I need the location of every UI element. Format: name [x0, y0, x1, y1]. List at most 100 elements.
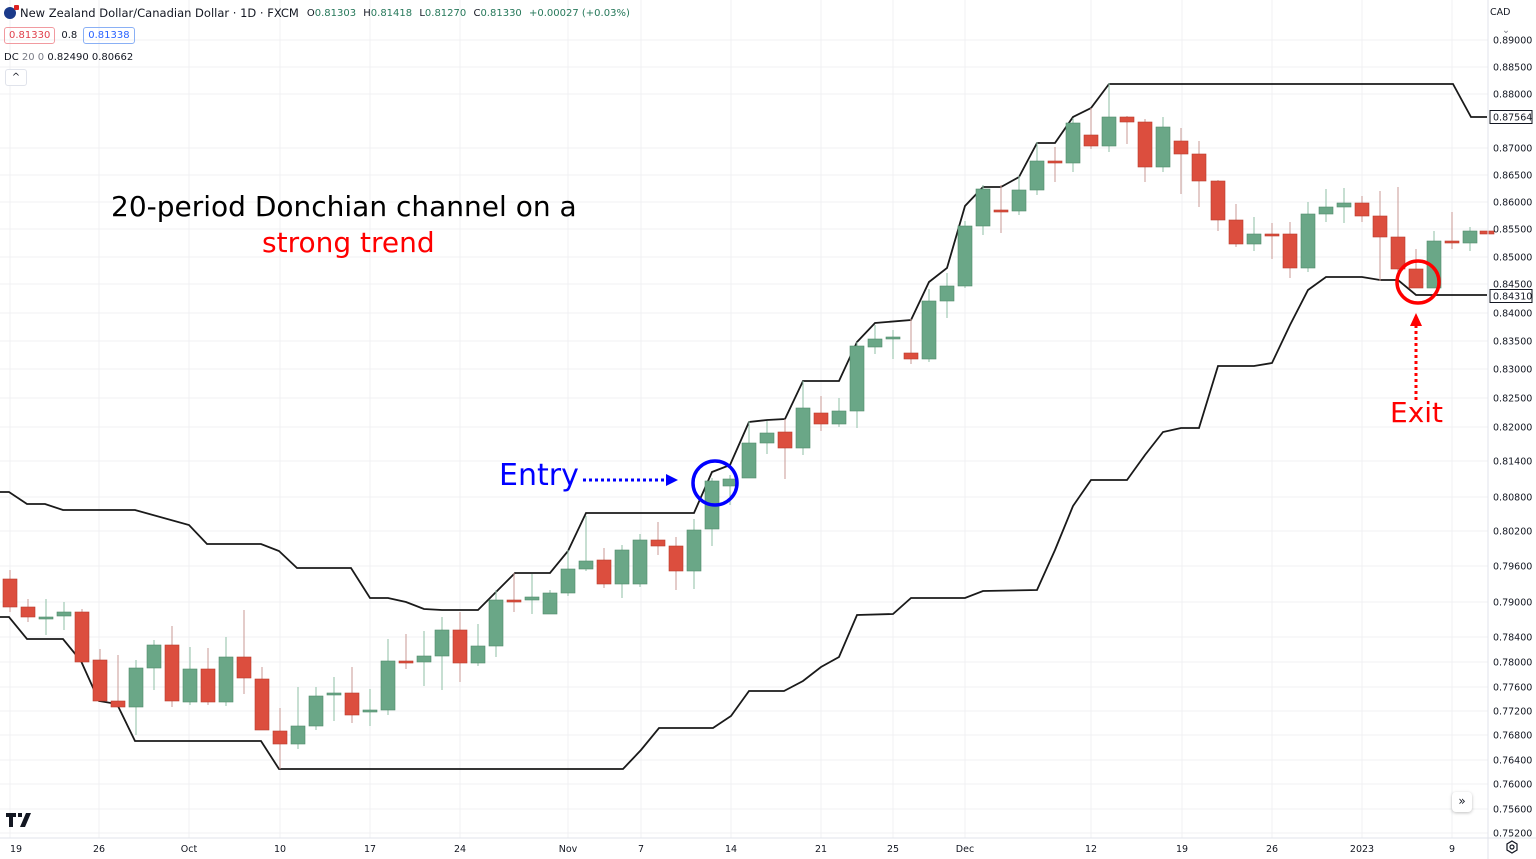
price-tick-label: 0.76800 — [1493, 731, 1532, 742]
price-tick-label: 0.89000 — [1493, 36, 1532, 47]
tradingview-logo[interactable] — [6, 812, 32, 832]
price-tick-label: 0.78000 — [1493, 658, 1532, 669]
bearish-candle — [1137, 121, 1153, 168]
bullish-candle — [614, 549, 630, 585]
annotations — [583, 259, 1441, 507]
price-tick-label: 0.76000 — [1493, 780, 1532, 791]
exit-label: Exit — [1390, 396, 1444, 429]
bearish-candle — [650, 539, 666, 547]
bullish-candle — [470, 645, 486, 664]
bullish-candle — [1101, 116, 1117, 147]
bearish-candle — [813, 412, 829, 425]
price-tick-label: 0.84000 — [1493, 309, 1532, 320]
bullish-candle — [1246, 233, 1262, 245]
bullish-candle — [434, 629, 450, 657]
price-tick-label: 0.88500 — [1493, 63, 1532, 74]
bearish-candle — [993, 209, 1009, 213]
bullish-candle — [578, 560, 594, 570]
bearish-candle — [2, 578, 18, 608]
price-tick-label: 0.82500 — [1493, 394, 1532, 405]
bullish-candle — [488, 599, 504, 647]
scroll-to-realtime-button[interactable]: » — [1452, 792, 1472, 812]
bearish-candle — [1173, 140, 1189, 155]
price-tick-label: 0.79000 — [1493, 598, 1532, 609]
bullish-candle — [146, 644, 162, 669]
time-tick-label: 17 — [364, 844, 376, 855]
time-tick-label: 21 — [815, 844, 827, 855]
time-tick-label: 10 — [274, 844, 286, 855]
bearish-candle — [1264, 233, 1280, 237]
buy-button[interactable]: 0.81338 — [83, 27, 135, 44]
spread-value: 0.8 — [61, 30, 78, 41]
svg-text:0.87564: 0.87564 — [1493, 113, 1532, 124]
donchian-channel — [0, 83, 1487, 770]
time-tick-label: 12 — [1085, 844, 1097, 855]
time-tick-label: Dec — [956, 844, 974, 855]
price-tick-label: 0.86500 — [1493, 171, 1532, 182]
bearish-candle — [1119, 116, 1135, 123]
symbol-header: New Zealand Dollar/Canadian Dollar · 1D … — [4, 5, 630, 20]
entry-circle — [691, 459, 739, 507]
bullish-candle — [1155, 126, 1171, 168]
exit-circle — [1395, 259, 1441, 305]
bearish-candle — [1191, 153, 1207, 182]
bearish-candle — [236, 656, 252, 679]
bullish-candle — [1318, 206, 1334, 215]
bearish-candle — [272, 730, 288, 745]
bullish-candle — [957, 225, 973, 287]
bearish-candle — [668, 545, 684, 572]
currency-selector[interactable]: CAD ⌄ — [1486, 4, 1530, 36]
bullish-candle — [885, 336, 901, 340]
bearish-candle — [254, 678, 270, 731]
double-chevron-right-icon: » — [1458, 794, 1466, 808]
time-axis[interactable]: 19 26 Oct 10 17 24 Nov 7 14 21 25 Dec 12 19 26 2023 9 — [0, 837, 1536, 855]
price-tick-label: 0.80200 — [1493, 527, 1532, 538]
collapse-legend-button[interactable]: ^ — [5, 69, 27, 86]
bullish-candle — [1029, 160, 1045, 191]
bearish-candle — [20, 606, 36, 618]
bearish-candle — [398, 660, 414, 664]
entry-arrowhead-icon — [666, 474, 678, 486]
sell-button[interactable]: 0.81330 — [4, 27, 56, 44]
time-tick-label: 9 — [1449, 844, 1455, 855]
bearish-candle — [1479, 230, 1495, 235]
bearish-candle — [1354, 202, 1370, 217]
ohlc-values: O0.81303 H0.81418 L0.81270 C0.81330 +0.0… — [306, 7, 630, 19]
price-tick-label: 0.75200 — [1493, 829, 1532, 840]
price-tick-label: 0.77200 — [1493, 707, 1532, 718]
bullish-candle — [1300, 213, 1316, 269]
bearish-candle — [344, 692, 360, 716]
symbol-title[interactable]: New Zealand Dollar/Canadian Dollar · 1D … — [20, 6, 299, 20]
bearish-candle — [200, 668, 216, 703]
bullish-candle — [849, 345, 865, 412]
trade-buttons: 0.81330 0.8 0.81338 — [4, 27, 135, 44]
bullish-candle — [1011, 189, 1027, 212]
indicator-legend[interactable]: DC 20 0 0.82490 0.80662 — [4, 52, 133, 63]
channel-price-tag — [1489, 289, 1533, 303]
entry-label: Entry — [499, 458, 579, 493]
currency-label: CAD — [1490, 7, 1511, 18]
upper-channel-line — [0, 83, 1487, 611]
price-axis[interactable]: 0.89000 0.88500 0.88000 0.87000 0.86500 0.860… — [1487, 0, 1533, 859]
indicator-params: 20 0 — [21, 52, 45, 63]
bullish-candle — [1462, 230, 1478, 244]
price-tick-label: 0.85000 — [1493, 253, 1532, 264]
time-tick-label: 14 — [725, 844, 737, 855]
svg-text:0.84310: 0.84310 — [1493, 292, 1532, 303]
bullish-candle — [795, 407, 811, 449]
price-tick-label: 0.86000 — [1493, 198, 1532, 209]
price-tick-label: 0.82000 — [1493, 423, 1532, 434]
price-tick-label: 0.75600 — [1493, 805, 1532, 816]
price-tick-label: 0.76400 — [1493, 756, 1532, 767]
chart-settings-button[interactable] — [1505, 840, 1519, 858]
price-tick-label: 0.83500 — [1493, 337, 1532, 348]
bullish-candle — [939, 285, 955, 302]
gear-icon — [1506, 840, 1518, 854]
bullish-candle — [686, 529, 702, 572]
bullish-candle — [56, 611, 72, 617]
price-tick-label: 0.84500 — [1493, 280, 1532, 291]
indicator-lower: 0.80662 — [91, 52, 134, 63]
bullish-candle — [975, 188, 991, 227]
bearish-candle — [1444, 240, 1460, 244]
